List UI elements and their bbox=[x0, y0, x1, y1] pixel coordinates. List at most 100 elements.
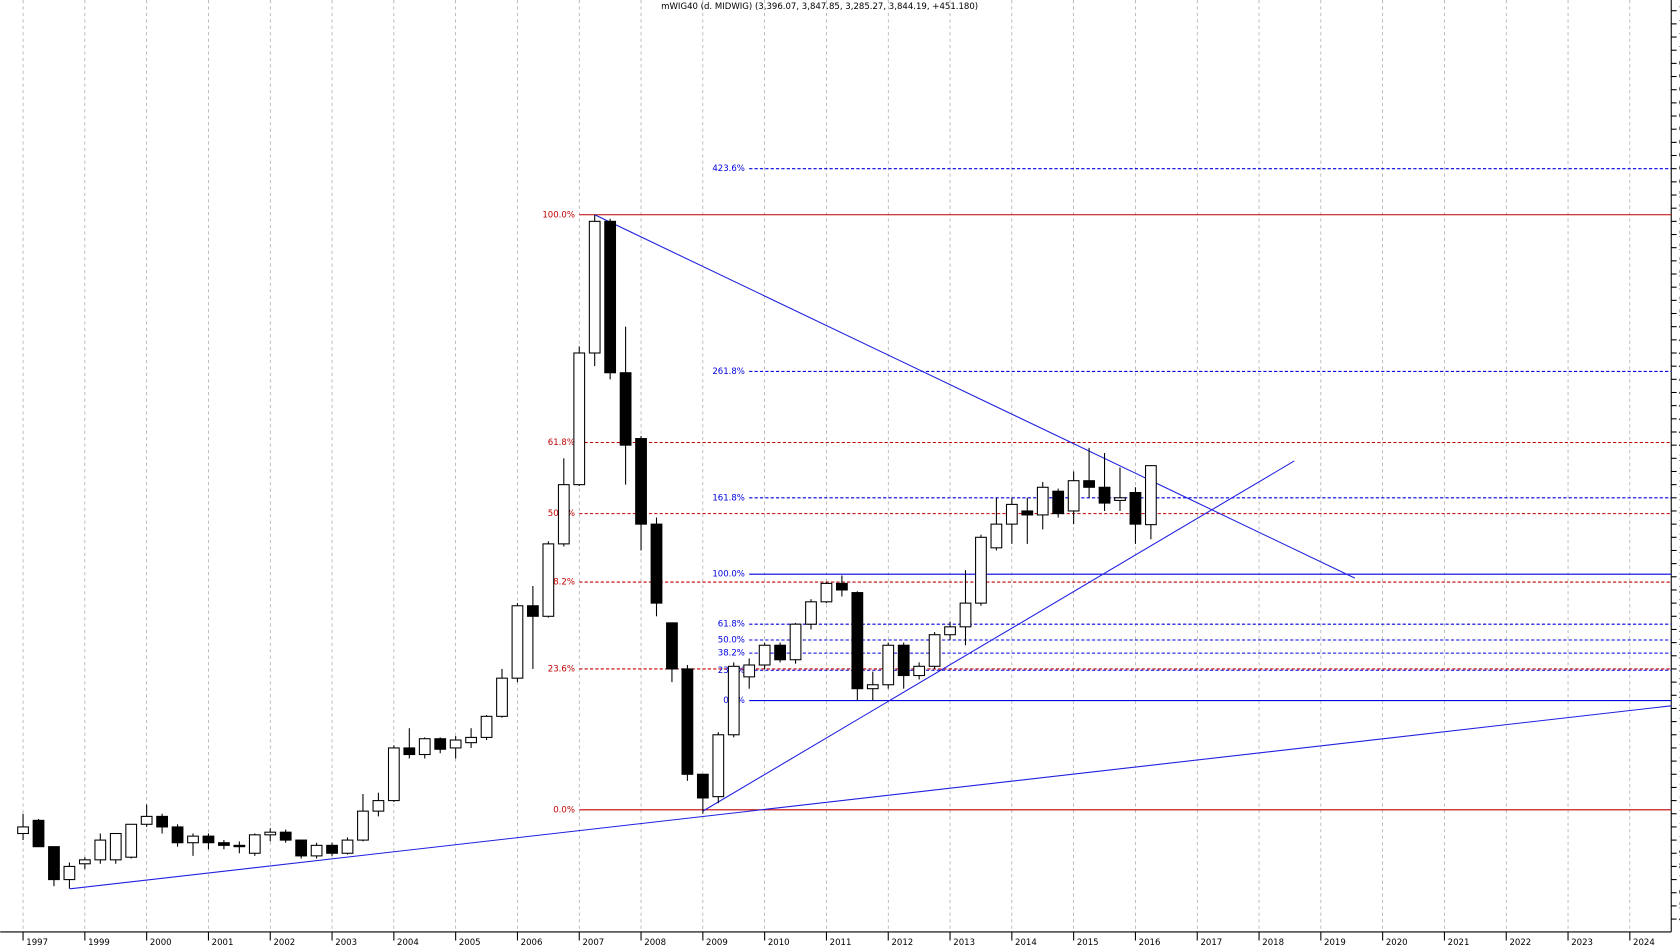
y-tick-label: 1000 bbox=[1679, 836, 1680, 846]
candle-body bbox=[1021, 510, 1034, 516]
y-tick-label: 6900 bbox=[1679, 59, 1680, 69]
candle-body bbox=[156, 815, 168, 828]
y-tick-label: 6600 bbox=[1679, 98, 1680, 108]
candle-body bbox=[32, 819, 45, 848]
y-tick-label: 1400 bbox=[1679, 783, 1680, 793]
fib-label: 61.8% bbox=[548, 438, 575, 448]
x-tick-label: 2020 bbox=[1386, 938, 1408, 948]
x-tick-label: 2015 bbox=[1077, 938, 1099, 948]
y-tick-label: 1800 bbox=[1679, 730, 1680, 740]
fib-label: 61.8% bbox=[718, 620, 745, 630]
candle-body bbox=[1052, 490, 1065, 515]
y-tick-label: 6100 bbox=[1679, 164, 1680, 174]
candle-body bbox=[78, 859, 91, 865]
y-tick-label: 2500 bbox=[1679, 638, 1680, 648]
y-tick-label: 1600 bbox=[1679, 757, 1680, 767]
candle-body bbox=[202, 835, 215, 844]
fib-label: 161.8% bbox=[712, 493, 745, 503]
candle-body bbox=[805, 601, 817, 625]
fib-label: 0.0% bbox=[553, 805, 575, 815]
trendline bbox=[594, 214, 1356, 579]
candle-body bbox=[820, 582, 833, 603]
candle-body bbox=[449, 739, 462, 749]
x-tick-label: 2006 bbox=[521, 938, 543, 948]
y-tick-label: 3100 bbox=[1679, 559, 1680, 569]
trendline bbox=[69, 705, 1672, 890]
y-tick-label: 5500 bbox=[1679, 243, 1680, 253]
y-tick-label: 4000 bbox=[1679, 441, 1680, 451]
x-tick-label: 2013 bbox=[953, 938, 975, 948]
candle-body bbox=[836, 582, 848, 591]
candle-body bbox=[1005, 503, 1018, 525]
candle-body bbox=[712, 734, 725, 798]
candle-body bbox=[619, 372, 632, 446]
candle-body bbox=[604, 220, 617, 374]
candle-body bbox=[1114, 497, 1126, 501]
candle-body bbox=[944, 626, 956, 636]
candle-body bbox=[264, 831, 277, 836]
x-tick-label: 2016 bbox=[1139, 938, 1161, 948]
chart-title: mWIG40 (d. MIDWIG) (3,396.07, 3,847.85, … bbox=[661, 2, 978, 12]
candle-body bbox=[588, 220, 601, 354]
y-tick-label: 5600 bbox=[1679, 230, 1680, 240]
candle-body bbox=[94, 839, 107, 861]
candle-body bbox=[928, 634, 941, 667]
y-tick-label: 800 bbox=[1679, 862, 1680, 872]
candle-body bbox=[125, 823, 138, 858]
candle-body bbox=[341, 839, 354, 854]
candle-body bbox=[913, 665, 926, 677]
y-tick-label: 5300 bbox=[1679, 270, 1680, 280]
y-tick-label: 6000 bbox=[1679, 177, 1680, 187]
y-tick-label: 5800 bbox=[1679, 204, 1680, 214]
candle-body bbox=[63, 865, 76, 881]
y-tick-label: 400 bbox=[1679, 915, 1680, 925]
x-tick-label: 2008 bbox=[644, 938, 666, 948]
candle-body bbox=[573, 352, 586, 486]
x-tick-label: 2010 bbox=[768, 938, 790, 948]
y-tick-label: 3700 bbox=[1679, 480, 1680, 490]
y-tick-label: 3900 bbox=[1679, 454, 1680, 464]
y-tick-label: 5400 bbox=[1679, 256, 1680, 266]
candle-body bbox=[171, 826, 184, 844]
y-tick-label: 7100 bbox=[1679, 33, 1680, 43]
candle-body bbox=[743, 664, 756, 678]
y-tick-label: 4700 bbox=[1679, 348, 1680, 358]
candle-body bbox=[233, 844, 246, 848]
fib-label: 23.6% bbox=[548, 664, 575, 674]
y-tick-label: 4300 bbox=[1679, 401, 1680, 411]
y-tick-label: 900 bbox=[1679, 849, 1680, 859]
x-tick-label: 2004 bbox=[397, 938, 419, 948]
candle-body bbox=[557, 484, 570, 545]
x-tick-label: 2000 bbox=[150, 938, 172, 948]
y-tick-label: 6300 bbox=[1679, 138, 1680, 148]
x-tick-label: 2019 bbox=[1324, 938, 1346, 948]
y-tick-label: 2900 bbox=[1679, 585, 1680, 595]
candle-body bbox=[1083, 480, 1095, 488]
x-tick-label: 2011 bbox=[830, 938, 852, 948]
x-tick-label: 1997 bbox=[26, 938, 48, 948]
y-tick-label: 1500 bbox=[1679, 770, 1680, 780]
candle-body bbox=[434, 738, 447, 750]
x-tick-label: 2007 bbox=[582, 938, 604, 948]
y-tick-label: 4800 bbox=[1679, 335, 1680, 345]
y-tick-label: 4500 bbox=[1679, 375, 1680, 385]
x-tick-label: 2005 bbox=[459, 938, 481, 948]
y-tick-label: 500 bbox=[1679, 901, 1680, 911]
x-tick-label: 2003 bbox=[335, 938, 357, 948]
y-tick-label: 3300 bbox=[1679, 533, 1680, 543]
x-tick-label: 2017 bbox=[1200, 938, 1222, 948]
candle-body bbox=[357, 810, 369, 841]
candle-body bbox=[1129, 492, 1142, 525]
y-tick-label: 6700 bbox=[1679, 85, 1680, 95]
y-tick-label: 7300 bbox=[1679, 6, 1680, 16]
candle-body bbox=[279, 831, 292, 841]
candle-body bbox=[310, 844, 323, 857]
y-tick-label: 5100 bbox=[1679, 296, 1680, 306]
candle-body bbox=[218, 842, 230, 846]
x-tick-label: 2012 bbox=[891, 938, 913, 948]
